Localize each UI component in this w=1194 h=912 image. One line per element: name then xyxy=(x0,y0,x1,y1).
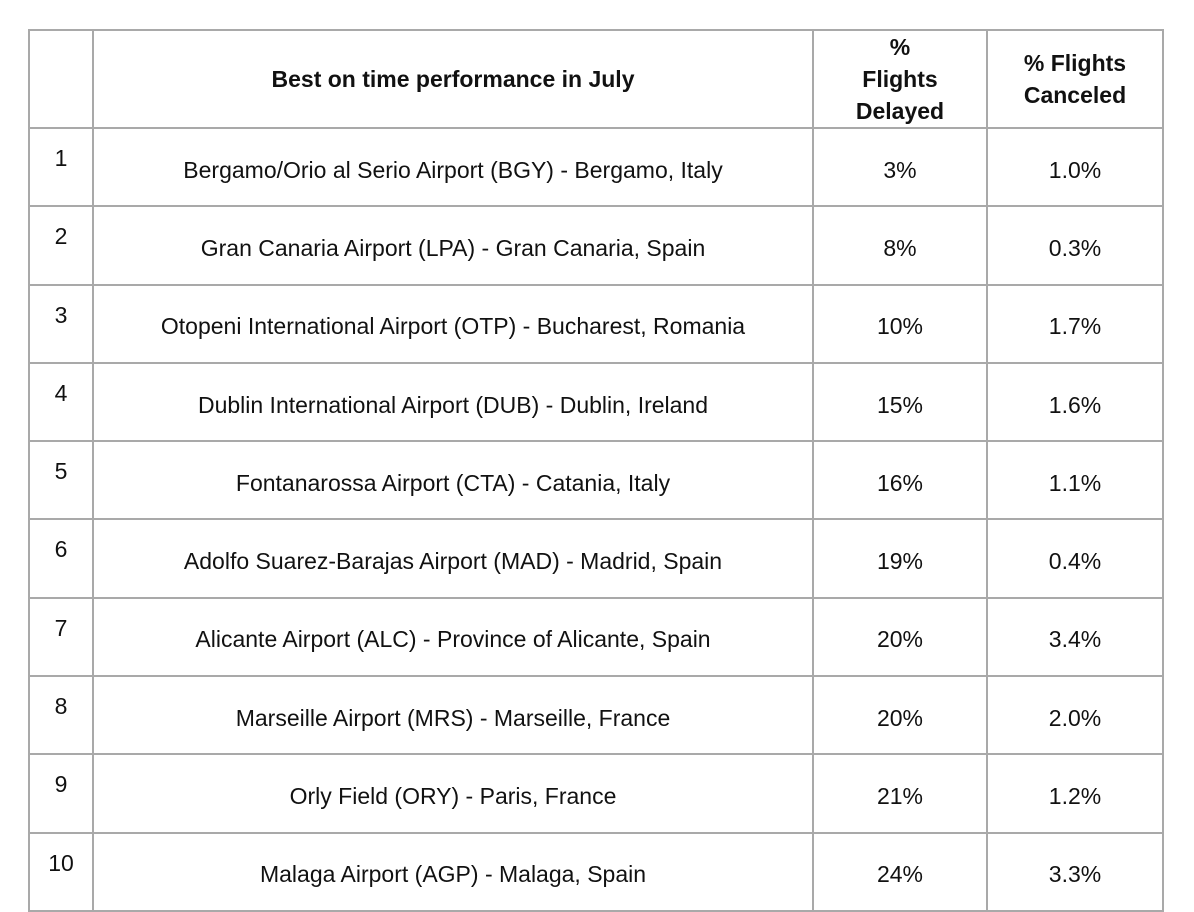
airport-cell: Orly Field (ORY) - Paris, France xyxy=(92,753,814,834)
delayed-cell: 20% xyxy=(812,675,988,756)
delayed-cell: 3% xyxy=(812,126,988,208)
rank-cell: 7 xyxy=(28,596,94,678)
delayed-cell: 10% xyxy=(812,283,988,364)
rank-cell: 6 xyxy=(28,518,94,599)
header-cell: Best on time performance in July xyxy=(92,29,814,129)
table-row: 6 Adolfo Suarez-Barajas Airport (MAD) - M… xyxy=(28,518,1164,599)
canceled-cell: 1.6% xyxy=(986,361,1164,443)
delayed-cell: 8% xyxy=(812,205,988,286)
table-row: 2 Gran Canaria Airport (LPA) - Gran Canar… xyxy=(28,205,1164,286)
rank-cell: 3 xyxy=(28,283,94,364)
rank-cell: 9 xyxy=(28,753,94,834)
delayed-cell: 16% xyxy=(812,440,988,521)
canceled-cell: 1.0% xyxy=(986,126,1164,208)
airport-cell: Gran Canaria Airport (LPA) - Gran Canari… xyxy=(92,205,814,286)
airport-cell: Adolfo Suarez-Barajas Airport (MAD) - Ma… xyxy=(92,518,814,599)
page: Best on time performance in July % Fligh… xyxy=(28,29,1164,912)
airport-cell: Otopeni International Airport (OTP) - Bu… xyxy=(92,283,814,364)
canceled-cell: 0.4% xyxy=(986,518,1164,599)
delayed-cell: 24% xyxy=(812,831,988,912)
header-cell: % Flights Canceled xyxy=(986,29,1164,129)
delayed-cell: 19% xyxy=(812,518,988,599)
airport-cell: Malaga Airport (AGP) - Malaga, Spain xyxy=(92,831,814,912)
table-row: 9 Orly Field (ORY) - Paris, France 21% 1.2% xyxy=(28,753,1164,834)
table-row: 5 Fontanarossa Airport (CTA) - Catania, I… xyxy=(28,440,1164,521)
rank-cell: 8 xyxy=(28,675,94,756)
canceled-cell: 3.4% xyxy=(986,596,1164,678)
table-body: 1 Bergamo/Orio al Serio Airport (BGY) - B… xyxy=(28,126,1164,912)
canceled-cell: 1.2% xyxy=(986,753,1164,834)
table-row: 8 Marseille Airport (MRS) - Marseille, Fr… xyxy=(28,675,1164,756)
table-row: 3 Otopeni International Airport (OTP) - B… xyxy=(28,283,1164,364)
canceled-cell: 0.3% xyxy=(986,205,1164,286)
canceled-cell: 2.0% xyxy=(986,675,1164,756)
delayed-cell: 20% xyxy=(812,596,988,678)
canceled-cell: 3.3% xyxy=(986,831,1164,912)
airport-cell: Dublin International Airport (DUB) - Dub… xyxy=(92,361,814,443)
rank-cell: 2 xyxy=(28,205,94,286)
airport-cell: Bergamo/Orio al Serio Airport (BGY) - Be… xyxy=(92,126,814,208)
delayed-cell: 15% xyxy=(812,361,988,443)
table-row: 10 Malaga Airport (AGP) - Malaga, Spain 24… xyxy=(28,831,1164,912)
rank-cell: 1 xyxy=(28,126,94,208)
table-row: 1 Bergamo/Orio al Serio Airport (BGY) - B… xyxy=(28,126,1164,208)
table-row: 7 Alicante Airport (ALC) - Province of Al… xyxy=(28,596,1164,678)
delayed-cell: 21% xyxy=(812,753,988,834)
canceled-cell: 1.1% xyxy=(986,440,1164,521)
rank-cell: 4 xyxy=(28,361,94,443)
airport-cell: Marseille Airport (MRS) - Marseille, Fra… xyxy=(92,675,814,756)
airport-cell: Fontanarossa Airport (CTA) - Catania, It… xyxy=(92,440,814,521)
canceled-cell: 1.7% xyxy=(986,283,1164,364)
header-cell xyxy=(28,29,94,129)
header-cell: % Flights Delayed xyxy=(812,29,988,129)
airport-cell: Alicante Airport (ALC) - Province of Ali… xyxy=(92,596,814,678)
rank-cell: 10 xyxy=(28,831,94,912)
rank-cell: 5 xyxy=(28,440,94,521)
airport-table: Best on time performance in July % Fligh… xyxy=(28,29,1164,912)
table-row: 4 Dublin International Airport (DUB) - Du… xyxy=(28,361,1164,443)
header-row: Best on time performance in July % Fligh… xyxy=(28,29,1164,129)
